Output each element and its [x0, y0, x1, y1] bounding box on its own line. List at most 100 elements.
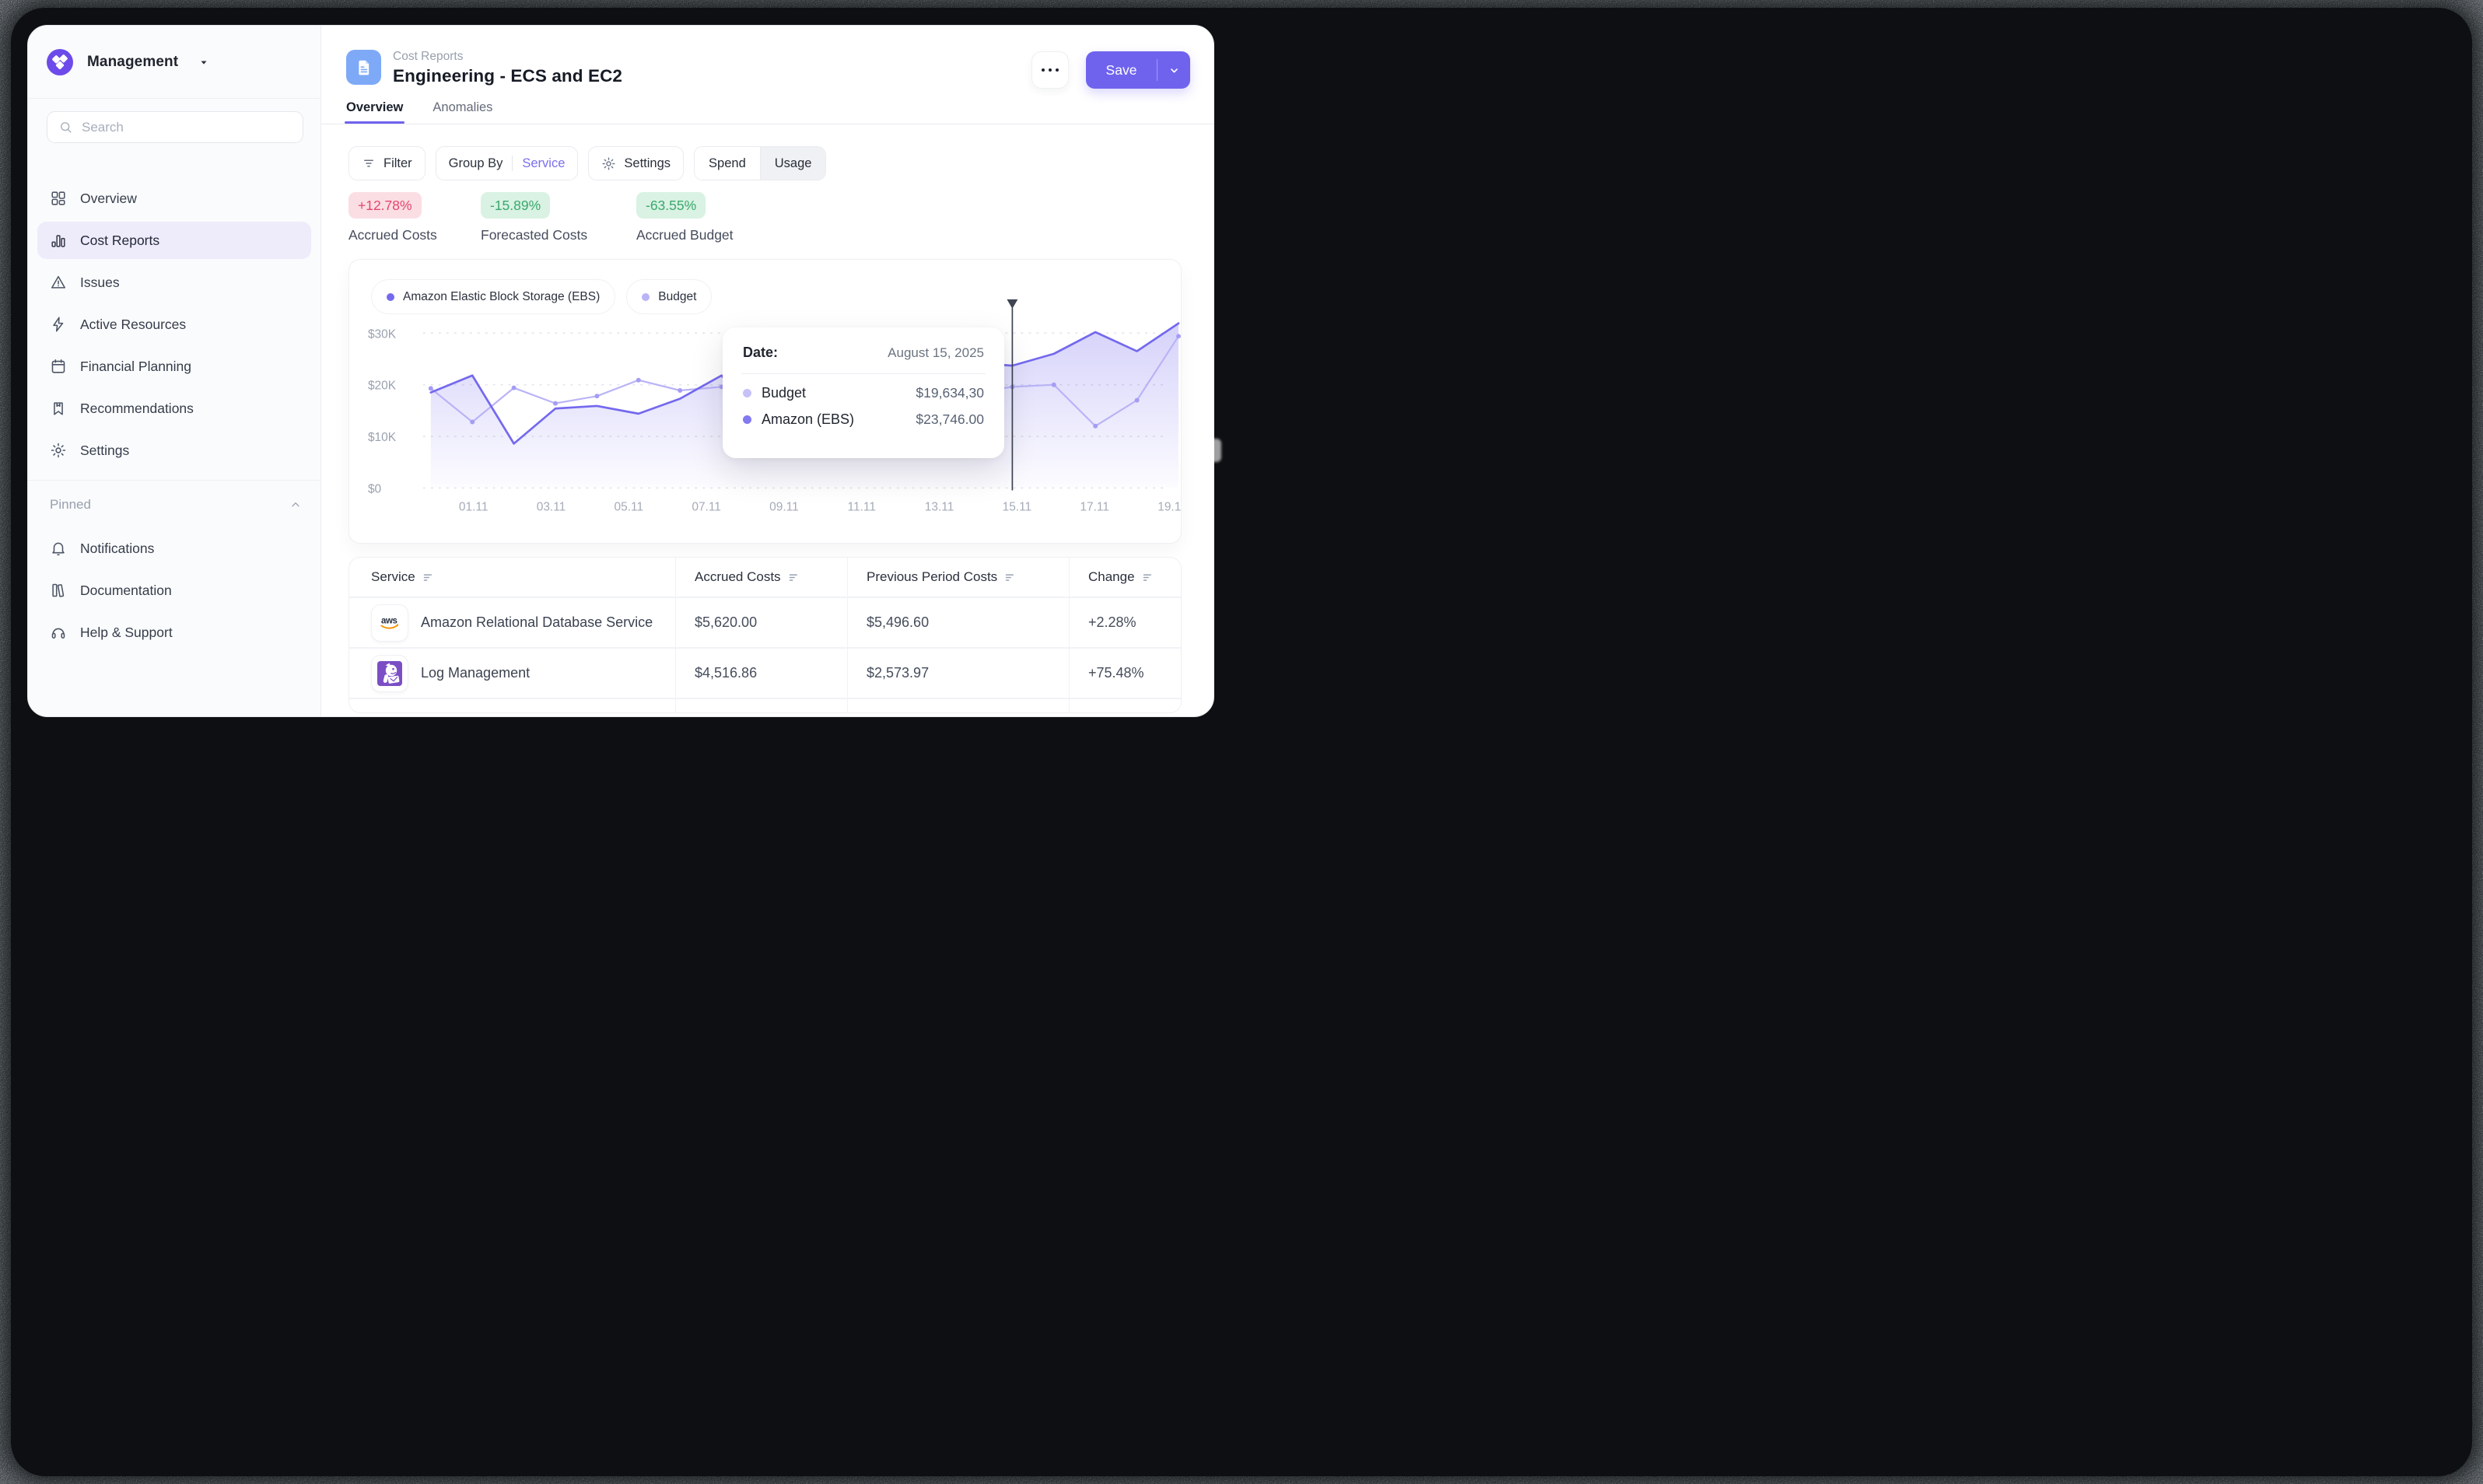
sidebar-item-settings[interactable]: Settings [37, 432, 311, 469]
stat-label: Forecasted Costs [481, 227, 588, 243]
chart-card: Amazon Elastic Block Storage (EBS) Budge… [348, 259, 1182, 544]
tab-bar: Overview Anomalies [344, 100, 1213, 124]
previous-period-costs-value: $5,496.60 [847, 598, 1069, 649]
tooltip-row-amazon-ebs-: Amazon (EBS) $23,746.00 [743, 411, 984, 428]
column-header-accrued-costs[interactable]: Accrued Costs [675, 558, 847, 598]
settings-label: Settings [624, 156, 671, 170]
tooltip-row-budget: Budget $19,634,30 [743, 385, 984, 401]
sort-icon [422, 572, 434, 583]
save-label: Save [1105, 61, 1137, 78]
sidebar-item-overview[interactable]: Overview [37, 180, 311, 217]
report-document-icon [346, 50, 381, 85]
bar-chart-icon [50, 232, 67, 249]
sidebar-item-label: Overview [80, 190, 137, 206]
table-row[interactable]: aws Amazon Relational Database Service $… [349, 598, 1181, 649]
group-by-button[interactable]: Group By Service [435, 146, 579, 180]
headset-icon [50, 624, 67, 641]
more-options-button[interactable] [1031, 51, 1069, 89]
sort-icon [1142, 572, 1154, 583]
svg-text:01.11: 01.11 [459, 500, 489, 513]
breadcrumb: Cost Reports [393, 50, 464, 63]
svg-text:aws: aws [381, 616, 397, 625]
previous-period-costs-value: $2,573.97 [847, 649, 1069, 699]
stat-badge: -63.55% [636, 192, 706, 219]
gear-icon [601, 156, 616, 171]
segment-spend[interactable]: Spend [695, 147, 760, 180]
tab-anomalies[interactable]: Anomalies [433, 100, 493, 114]
tab-overview[interactable]: Overview [344, 100, 405, 124]
chevron-down-icon [1170, 68, 1178, 72]
bookmark-icon [50, 400, 67, 417]
column-header-change[interactable]: Change [1069, 558, 1181, 598]
group-by-value: Service [522, 156, 566, 170]
search-icon [61, 122, 72, 133]
sidebar-item-documentation[interactable]: Documentation [37, 572, 311, 609]
tooltip-date-label: Date: [743, 345, 779, 360]
legend-chip-budget[interactable]: Budget [626, 279, 713, 314]
legend-chip-ebs[interactable]: Amazon Elastic Block Storage (EBS) [371, 279, 616, 314]
search-input[interactable] [82, 119, 292, 135]
stat-accrued-costs: +12.78% Accrued Costs [348, 192, 481, 243]
column-header-label: Change [1088, 569, 1135, 584]
sidebar-item-cost-reports[interactable]: Cost Reports [37, 222, 311, 259]
legend-label: Budget [658, 289, 697, 303]
sidebar-item-financial-planning[interactable]: Financial Planning [37, 348, 311, 385]
sidebar-item-issues[interactable]: Issues [37, 264, 311, 301]
settings-button[interactable]: Settings [588, 146, 685, 180]
services-table: Service Accrued Costs Previous Period Co… [348, 557, 1182, 713]
dots-icon [1042, 68, 1045, 72]
sidebar-item-label: Help & Support [80, 624, 173, 640]
column-header-label: Previous Period Costs [867, 569, 998, 584]
search-box[interactable] [47, 111, 303, 143]
main-area: Cost Reports Engineering - ECS and EC2 S… [321, 26, 1213, 716]
filter-label: Filter [383, 156, 412, 170]
sidebar-pinned-nav: Notifications Documentation Help & Suppo… [37, 530, 311, 656]
sidebar-item-label: Notifications [80, 540, 155, 556]
svg-text:17.11: 17.11 [1080, 500, 1109, 513]
page-title: Engineering - ECS and EC2 [393, 66, 623, 86]
bolt-icon [50, 316, 67, 333]
stat-badge: -15.89% [481, 192, 551, 219]
stats-row: +12.78% Accrued Costs -15.89% Forecasted … [348, 192, 769, 243]
table-row[interactable]: Log Management $4,516.86 $2,573.97 +75.4… [349, 649, 1181, 699]
sidebar: Management Overview Cost Reports Issues … [28, 26, 321, 716]
spend-usage-toggle: Spend Usage [694, 146, 827, 180]
svg-text:$0: $0 [368, 482, 381, 495]
app-window: Management Overview Cost Reports Issues … [27, 25, 1214, 717]
sidebar-item-notifications[interactable]: Notifications [37, 530, 311, 567]
sidebar-divider [28, 480, 320, 481]
tooltip-series-name: Budget [762, 385, 807, 401]
aws-icon: aws [371, 604, 408, 642]
service-name: Amazon Relational Database Service [421, 614, 653, 630]
save-button[interactable]: Save [1086, 51, 1190, 89]
stat-accrued-budget: -63.55% Accrued Budget [636, 192, 769, 243]
column-header-service[interactable]: Service [349, 558, 675, 598]
save-dropdown[interactable] [1157, 51, 1190, 89]
sidebar-item-active-resources[interactable]: Active Resources [37, 306, 311, 343]
calendar-icon [50, 358, 67, 375]
svg-text:11.11: 11.11 [848, 500, 876, 513]
column-header-label: Accrued Costs [695, 569, 781, 584]
svg-text:19.11: 19.11 [1157, 500, 1181, 513]
stat-forecasted-costs: -15.89% Forecasted Costs [481, 192, 636, 243]
stat-badge: +12.78% [348, 192, 422, 219]
book-icon [50, 582, 67, 599]
column-header-previous-period-costs[interactable]: Previous Period Costs [847, 558, 1069, 598]
filter-button[interactable]: Filter [348, 146, 426, 180]
sidebar-item-label: Settings [80, 442, 130, 458]
svg-text:$30K: $30K [368, 327, 397, 341]
peek-card-edge [1207, 439, 1221, 462]
stat-label: Accrued Costs [348, 227, 437, 243]
pinned-section-header[interactable]: Pinned [50, 497, 302, 513]
workspace-logo-icon [47, 48, 73, 75]
datadog-icon [371, 654, 408, 692]
svg-text:07.11: 07.11 [692, 500, 721, 513]
tooltip-series-value: $23,746.00 [916, 411, 984, 427]
sidebar-item-recommendations[interactable]: Recommendations [37, 390, 311, 427]
workspace-name: Management [87, 53, 179, 70]
stat-label: Accrued Budget [636, 227, 734, 243]
svg-text:15.11: 15.11 [1003, 500, 1032, 513]
workspace-switcher[interactable]: Management [28, 26, 320, 99]
sidebar-item-help-support[interactable]: Help & Support [37, 614, 311, 651]
segment-usage[interactable]: Usage [759, 147, 826, 180]
